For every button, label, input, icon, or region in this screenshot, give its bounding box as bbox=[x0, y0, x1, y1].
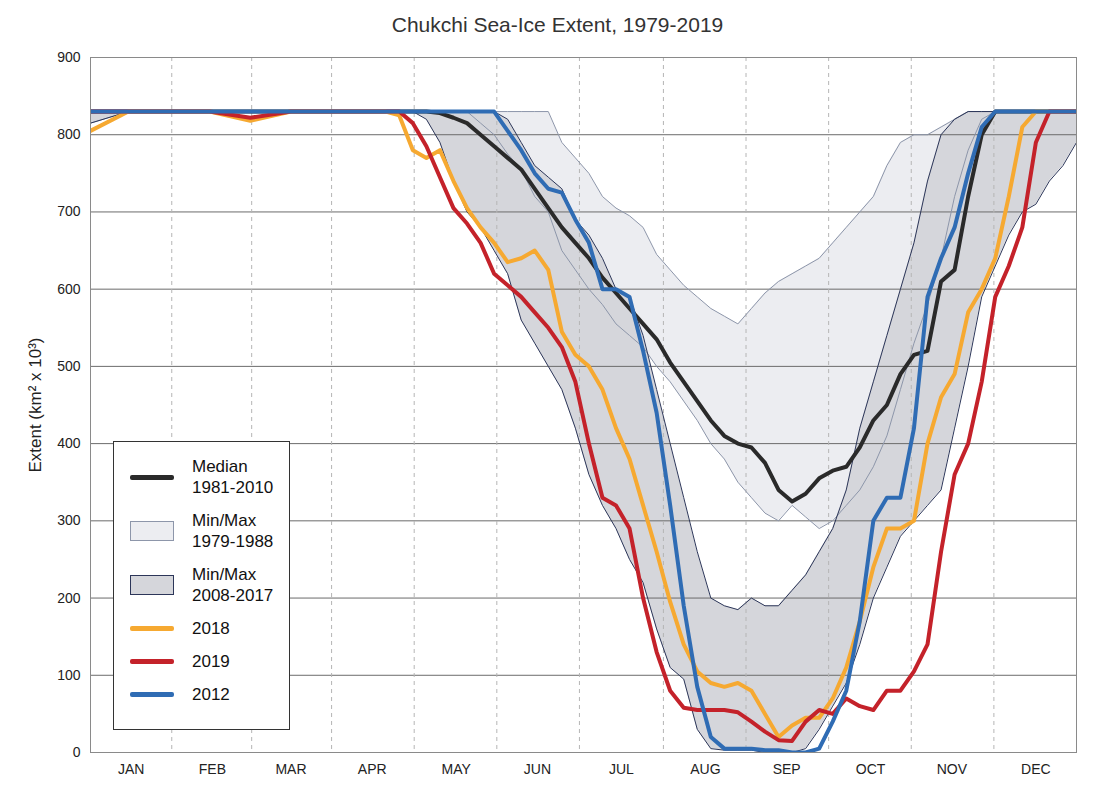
html-text:Min/Max: Min/Max bbox=[192, 565, 257, 584]
html-text:Chukchi Sea-Ice Extent, 1979-2: Chukchi Sea-Ice Extent, 1979-2019 bbox=[391, 13, 724, 36]
svg-text:AUG: AUG bbox=[690, 761, 720, 777]
svg-text:200: 200 bbox=[57, 590, 81, 606]
svg-text:JUL: JUL bbox=[609, 761, 634, 777]
svg-text:400: 400 bbox=[57, 435, 81, 451]
html-text:Min/Max: Min/Max bbox=[192, 511, 257, 530]
svg-text:JAN: JAN bbox=[118, 761, 144, 777]
svg-text:Extent (km² x 10³): Extent (km² x 10³) bbox=[26, 337, 45, 472]
html-text:1979-1988: 1979-1988 bbox=[192, 532, 274, 551]
html-text:Median: Median bbox=[192, 457, 248, 476]
svg-text:800: 800 bbox=[57, 126, 81, 142]
svg-text:300: 300 bbox=[57, 512, 81, 528]
svg-text:MAR: MAR bbox=[275, 761, 306, 777]
svg-text:NOV: NOV bbox=[937, 761, 968, 777]
svg-text:SEP: SEP bbox=[773, 761, 801, 777]
svg-text:100: 100 bbox=[57, 667, 81, 683]
html-text:2018: 2018 bbox=[192, 619, 230, 638]
svg-text:FEB: FEB bbox=[199, 761, 226, 777]
svg-text:APR: APR bbox=[358, 761, 387, 777]
svg-text:0: 0 bbox=[73, 744, 81, 760]
html-text:2019: 2019 bbox=[192, 652, 230, 671]
svg-text:JUN: JUN bbox=[524, 761, 551, 777]
html-text:1981-2010: 1981-2010 bbox=[192, 478, 274, 497]
svg-text:OCT: OCT bbox=[856, 761, 886, 777]
svg-text:700: 700 bbox=[57, 203, 81, 219]
svg-text:600: 600 bbox=[57, 281, 81, 297]
html-text:2012: 2012 bbox=[192, 685, 230, 704]
svg-text:900: 900 bbox=[57, 49, 81, 65]
svg-text:DEC: DEC bbox=[1021, 761, 1051, 777]
html-text:2008-2017: 2008-2017 bbox=[192, 586, 274, 605]
svg-text:500: 500 bbox=[57, 358, 81, 374]
svg-text:MAY: MAY bbox=[442, 761, 472, 777]
